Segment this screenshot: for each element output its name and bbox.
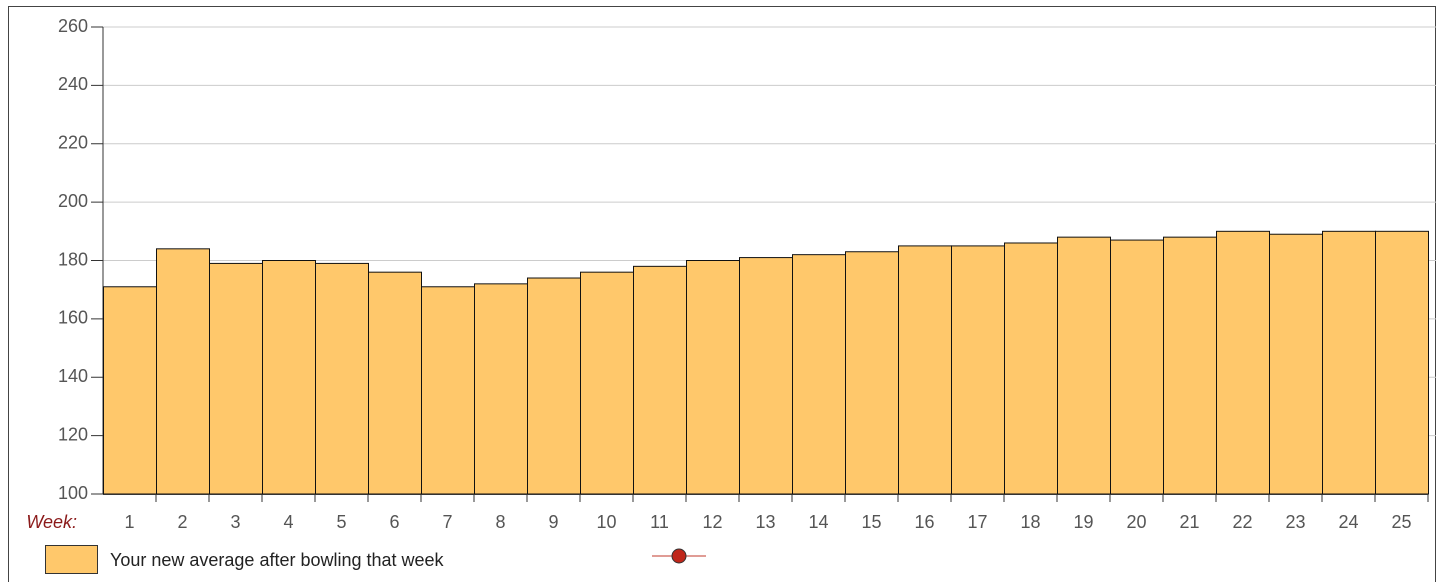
- bar: [315, 262, 369, 495]
- x-tick-label: 16: [914, 512, 934, 532]
- bar: [421, 286, 475, 495]
- bar: [633, 265, 687, 495]
- x-tick-label: 24: [1338, 512, 1358, 532]
- bar: [1110, 239, 1164, 495]
- bar: [845, 251, 899, 495]
- y-tick-label: 260: [58, 16, 88, 36]
- bar: [474, 283, 528, 495]
- bar: [527, 277, 581, 495]
- bar: [1004, 242, 1058, 495]
- bar: [209, 262, 263, 495]
- bar: [368, 271, 422, 495]
- bar: [103, 286, 157, 495]
- y-tick-label: 180: [58, 249, 88, 269]
- x-tick-label: 25: [1391, 512, 1411, 532]
- bar: [1322, 230, 1376, 495]
- x-tick-label: 10: [596, 512, 616, 532]
- bar: [1163, 236, 1217, 495]
- bar: [1269, 233, 1323, 495]
- x-tick-label: 8: [495, 512, 505, 532]
- x-tick-label: 14: [808, 512, 828, 532]
- x-tick-label: 9: [548, 512, 558, 532]
- bar: [1216, 230, 1270, 495]
- legend-dot-marker: [671, 548, 687, 564]
- x-tick-label: 15: [861, 512, 881, 532]
- x-tick-label: 7: [442, 512, 452, 532]
- bar: [739, 257, 793, 495]
- y-tick-label: 120: [58, 424, 88, 444]
- x-tick-label: 1: [124, 512, 134, 532]
- x-tick-label: 11: [650, 512, 669, 532]
- y-tick-label: 240: [58, 74, 88, 94]
- bar: [1057, 236, 1111, 495]
- x-tick-label: 6: [389, 512, 399, 532]
- bar: [686, 260, 740, 495]
- legend-swatch: [45, 545, 98, 574]
- x-tick-label: 19: [1073, 512, 1093, 532]
- x-tick-label: 3: [230, 512, 240, 532]
- x-tick-label: 20: [1126, 512, 1146, 532]
- bar: [1375, 230, 1429, 495]
- bar: [898, 245, 952, 495]
- x-tick-label: 23: [1285, 512, 1305, 532]
- x-tick-label: 18: [1020, 512, 1040, 532]
- bar: [951, 245, 1005, 495]
- x-axis-label: Week:: [26, 512, 77, 532]
- x-tick-label: 13: [755, 512, 775, 532]
- x-tick-label: 4: [283, 512, 293, 532]
- x-tick-label: 5: [336, 512, 346, 532]
- bar: [792, 254, 846, 495]
- x-tick-label: 21: [1179, 512, 1199, 532]
- bar: [262, 260, 316, 495]
- x-tick-label: 2: [177, 512, 187, 532]
- x-tick-label: 22: [1232, 512, 1252, 532]
- bar: [580, 271, 634, 495]
- y-tick-label: 220: [58, 133, 88, 153]
- x-tick-label: 12: [702, 512, 722, 532]
- y-tick-label: 140: [58, 366, 88, 386]
- x-tick-label: 17: [967, 512, 987, 532]
- legend-label: Your new average after bowling that week: [110, 550, 445, 570]
- y-tick-label: 100: [58, 483, 88, 503]
- y-tick-label: 200: [58, 191, 88, 211]
- bar: [156, 248, 210, 495]
- y-tick-label: 160: [58, 308, 88, 328]
- frame: [8, 6, 1436, 582]
